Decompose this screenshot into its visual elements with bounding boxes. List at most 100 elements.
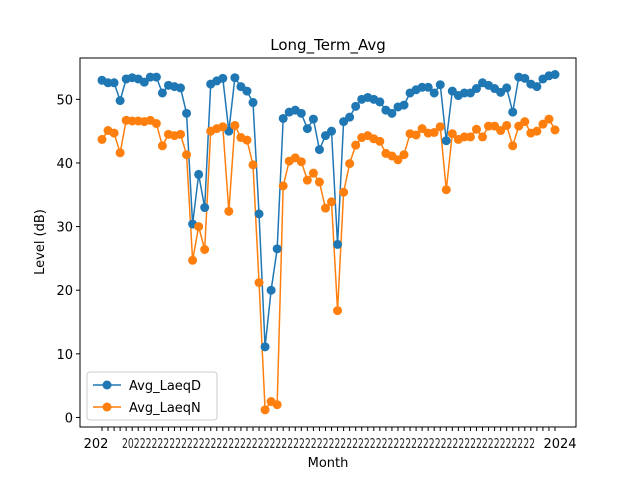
y-axis-title: Level (dB): [33, 209, 48, 275]
data-point-avg-laeqn: [429, 127, 439, 137]
data-point-avg-laeqn: [194, 222, 204, 232]
data-point-avg-laeqd: [471, 84, 481, 94]
data-point-avg-laeqd: [441, 136, 451, 146]
plot-markers: [97, 70, 560, 415]
data-point-avg-laeqd: [218, 73, 228, 83]
y-tick-label: 50: [56, 93, 73, 108]
data-point-avg-laeqd: [520, 73, 530, 83]
data-point-avg-laeqn: [478, 132, 488, 142]
data-point-avg-laeqd: [387, 108, 397, 118]
data-point-avg-laeqn: [314, 177, 324, 187]
data-point-avg-laeqn: [242, 135, 252, 145]
data-point-avg-laeqn: [471, 124, 481, 134]
data-point-avg-laeqn: [327, 197, 337, 207]
data-point-avg-laeqd: [532, 82, 542, 92]
data-point-avg-laeqd: [429, 88, 439, 98]
data-point-avg-laeqn: [508, 141, 518, 151]
data-point-avg-laeqd: [423, 82, 433, 92]
legend-label-laeqn: Avg_LaeqN: [129, 401, 201, 416]
chart-title: Long_Term_Avg: [270, 36, 385, 55]
data-point-avg-laeqd: [302, 124, 312, 134]
data-point-avg-laeqd: [194, 169, 204, 179]
data-point-avg-laeqn: [296, 157, 306, 167]
data-point-avg-laeqd: [272, 244, 282, 254]
y-tick-label: 20: [56, 284, 73, 299]
data-point-avg-laeqn: [109, 128, 119, 138]
data-point-avg-laeqd: [308, 114, 318, 124]
y-axis: 0 10 20 30 40 50: [56, 93, 80, 426]
x-axis-title: Month: [308, 456, 349, 471]
data-point-avg-laeqn: [254, 278, 264, 288]
data-point-avg-laeqn: [176, 129, 186, 139]
data-point-avg-laeqn: [302, 175, 312, 185]
x-tick-label-first: 202: [84, 437, 109, 452]
data-point-avg-laeqn: [351, 140, 361, 150]
series-line-avg-laeqn: [101, 117, 556, 412]
data-point-avg-laeqn: [248, 160, 258, 170]
data-point-avg-laeqn: [550, 125, 560, 135]
data-point-avg-laeqd: [296, 108, 306, 118]
data-point-avg-laeqn: [115, 148, 125, 158]
y-tick-label: 10: [56, 348, 73, 363]
data-point-avg-laeqn: [151, 119, 161, 129]
data-point-avg-laeqn: [278, 181, 288, 191]
data-point-avg-laeqn: [308, 168, 318, 178]
data-point-avg-laeqd: [550, 70, 560, 80]
data-point-avg-laeqn: [218, 122, 228, 132]
data-point-avg-laeqd: [230, 73, 240, 83]
legend-marker-laeqn: [102, 402, 112, 412]
data-point-avg-laeqd: [314, 145, 324, 155]
data-point-avg-laeqn: [502, 120, 512, 130]
data-point-avg-laeqn: [447, 129, 457, 139]
data-point-avg-laeqn: [532, 126, 542, 136]
data-point-avg-laeqd: [176, 83, 186, 93]
data-point-avg-laeqd: [182, 108, 192, 118]
data-point-avg-laeqd: [254, 209, 264, 219]
y-tick-label: 0: [65, 411, 73, 426]
data-point-avg-laeqd: [242, 86, 252, 96]
data-point-avg-laeqd: [435, 80, 445, 90]
data-point-avg-laeqn: [435, 122, 445, 132]
data-point-avg-laeqn: [520, 117, 530, 127]
data-point-avg-laeqn: [411, 130, 421, 140]
data-point-avg-laeqn: [496, 126, 506, 136]
data-point-avg-laeqd: [157, 88, 167, 98]
data-point-avg-laeqd: [278, 113, 288, 123]
data-point-avg-laeqn: [200, 245, 210, 254]
legend-box: [86, 371, 218, 421]
data-point-avg-laeqn: [345, 159, 355, 169]
x-axis: 2022222222222222222222222222222222222222…: [101, 427, 556, 452]
data-point-avg-laeqd: [151, 72, 161, 82]
legend-marker-laeqd: [102, 380, 112, 390]
data-point-avg-laeqn: [272, 400, 282, 410]
x-tick-label-last: 2024: [543, 437, 576, 452]
data-point-avg-laeqn: [399, 150, 409, 160]
y-tick-label: 30: [56, 221, 73, 236]
data-point-avg-laeqn: [544, 114, 554, 124]
data-point-avg-laeqn: [339, 187, 349, 197]
data-point-avg-laeqn: [393, 155, 403, 165]
legend-label-laeqd: Avg_LaeqD: [129, 379, 201, 394]
data-point-avg-laeqn: [320, 203, 330, 213]
legend: Avg_LaeqD Avg_LaeqN: [86, 371, 218, 421]
data-point-avg-laeqn: [230, 120, 240, 130]
data-point-avg-laeqd: [260, 342, 270, 352]
data-point-avg-laeqn: [97, 134, 107, 144]
data-point-avg-laeqd: [327, 126, 337, 136]
data-point-avg-laeqn: [224, 206, 234, 216]
data-point-avg-laeqd: [399, 100, 409, 110]
data-point-avg-laeqd: [333, 239, 343, 249]
data-point-avg-laeqd: [139, 77, 149, 87]
data-point-avg-laeqn: [188, 255, 198, 265]
data-point-avg-laeqd: [109, 78, 119, 88]
data-point-avg-laeqn: [333, 306, 343, 316]
x-tick-labels-overlapping: 2022222222222222222222222222222222222222…: [122, 437, 535, 452]
data-point-avg-laeqd: [115, 96, 125, 106]
data-point-avg-laeqd: [508, 107, 518, 117]
data-point-avg-laeqn: [441, 185, 451, 195]
data-point-avg-laeqd: [502, 83, 512, 93]
data-point-avg-laeqd: [345, 112, 355, 122]
data-point-avg-laeqd: [200, 203, 210, 213]
data-point-avg-laeqd: [266, 285, 276, 295]
